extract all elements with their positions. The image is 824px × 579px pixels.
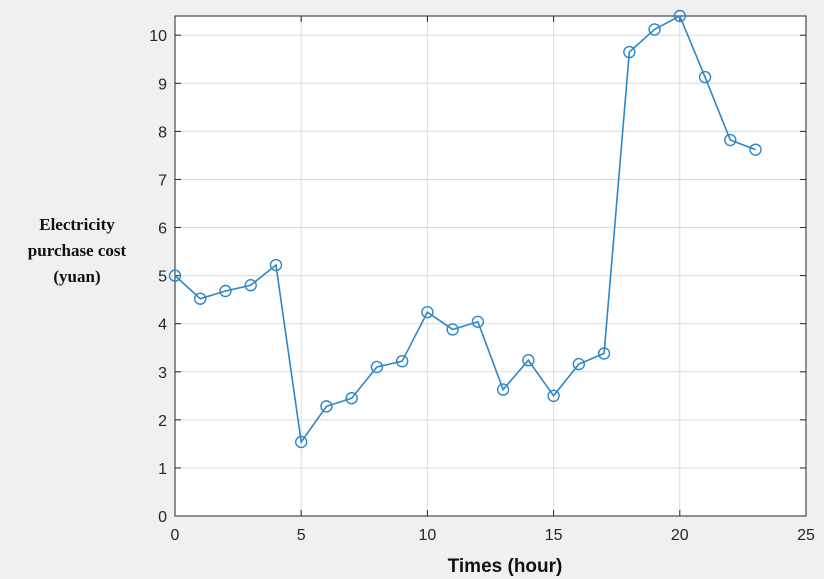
y-axis-label: Electricity purchase cost (yuan) (4, 212, 150, 290)
data-point (370, 360, 384, 374)
axes (174, 15, 807, 517)
data-point (446, 323, 459, 336)
data-point (496, 383, 510, 396)
data-point (269, 258, 283, 272)
y-tick-label: 0 (158, 509, 167, 526)
data-point (522, 354, 535, 367)
y-axis-label-line-1: Electricity (39, 215, 115, 234)
x-tick-label: 15 (545, 527, 563, 544)
data-point (421, 305, 434, 319)
data-point (219, 284, 232, 298)
y-tick-label: 7 (158, 172, 167, 189)
y-tick-label: 9 (158, 76, 167, 93)
x-tick-label: 10 (419, 527, 437, 544)
data-point (194, 292, 207, 305)
x-tick-label: 5 (297, 527, 306, 544)
y-tick-label: 10 (149, 28, 167, 45)
y-tick-label: 8 (158, 124, 167, 141)
x-tick-label: 20 (671, 527, 689, 544)
data-point (395, 354, 409, 368)
series-markers (168, 9, 762, 449)
data-point (698, 70, 712, 84)
data-point (244, 279, 257, 292)
data-point (320, 400, 333, 413)
data-point (547, 389, 560, 403)
y-tick-label: 5 (158, 269, 167, 286)
axes-box (174, 15, 807, 517)
y-axis-label-line-2: purchase cost (27, 241, 127, 260)
x-tick-label: 0 (171, 527, 180, 544)
x-tick-label: 25 (797, 527, 815, 544)
x-axis-label: Times (hour) (447, 556, 563, 577)
data-point (673, 9, 686, 23)
y-tick-label: 3 (158, 365, 167, 382)
data-point (345, 392, 358, 405)
grid-lines (175, 16, 806, 516)
plot-area (175, 16, 806, 516)
data-point (471, 315, 485, 328)
data-point (648, 23, 661, 36)
data-point (572, 357, 586, 371)
y-tick-label: 1 (158, 461, 167, 478)
data-point (749, 143, 762, 156)
y-tick-label: 4 (158, 317, 167, 334)
tick-labels: 0 5 10 15 20 25 0 1 2 3 4 5 6 7 8 9 10 (149, 28, 815, 544)
data-point (724, 133, 737, 147)
data-point (623, 45, 636, 59)
y-tick-label: 2 (158, 413, 167, 430)
y-axis-label-line-3: (yuan) (53, 267, 101, 286)
data-point (168, 269, 182, 282)
y-tick-label: 6 (158, 221, 167, 238)
data-point (597, 347, 611, 360)
data-point (295, 435, 308, 449)
